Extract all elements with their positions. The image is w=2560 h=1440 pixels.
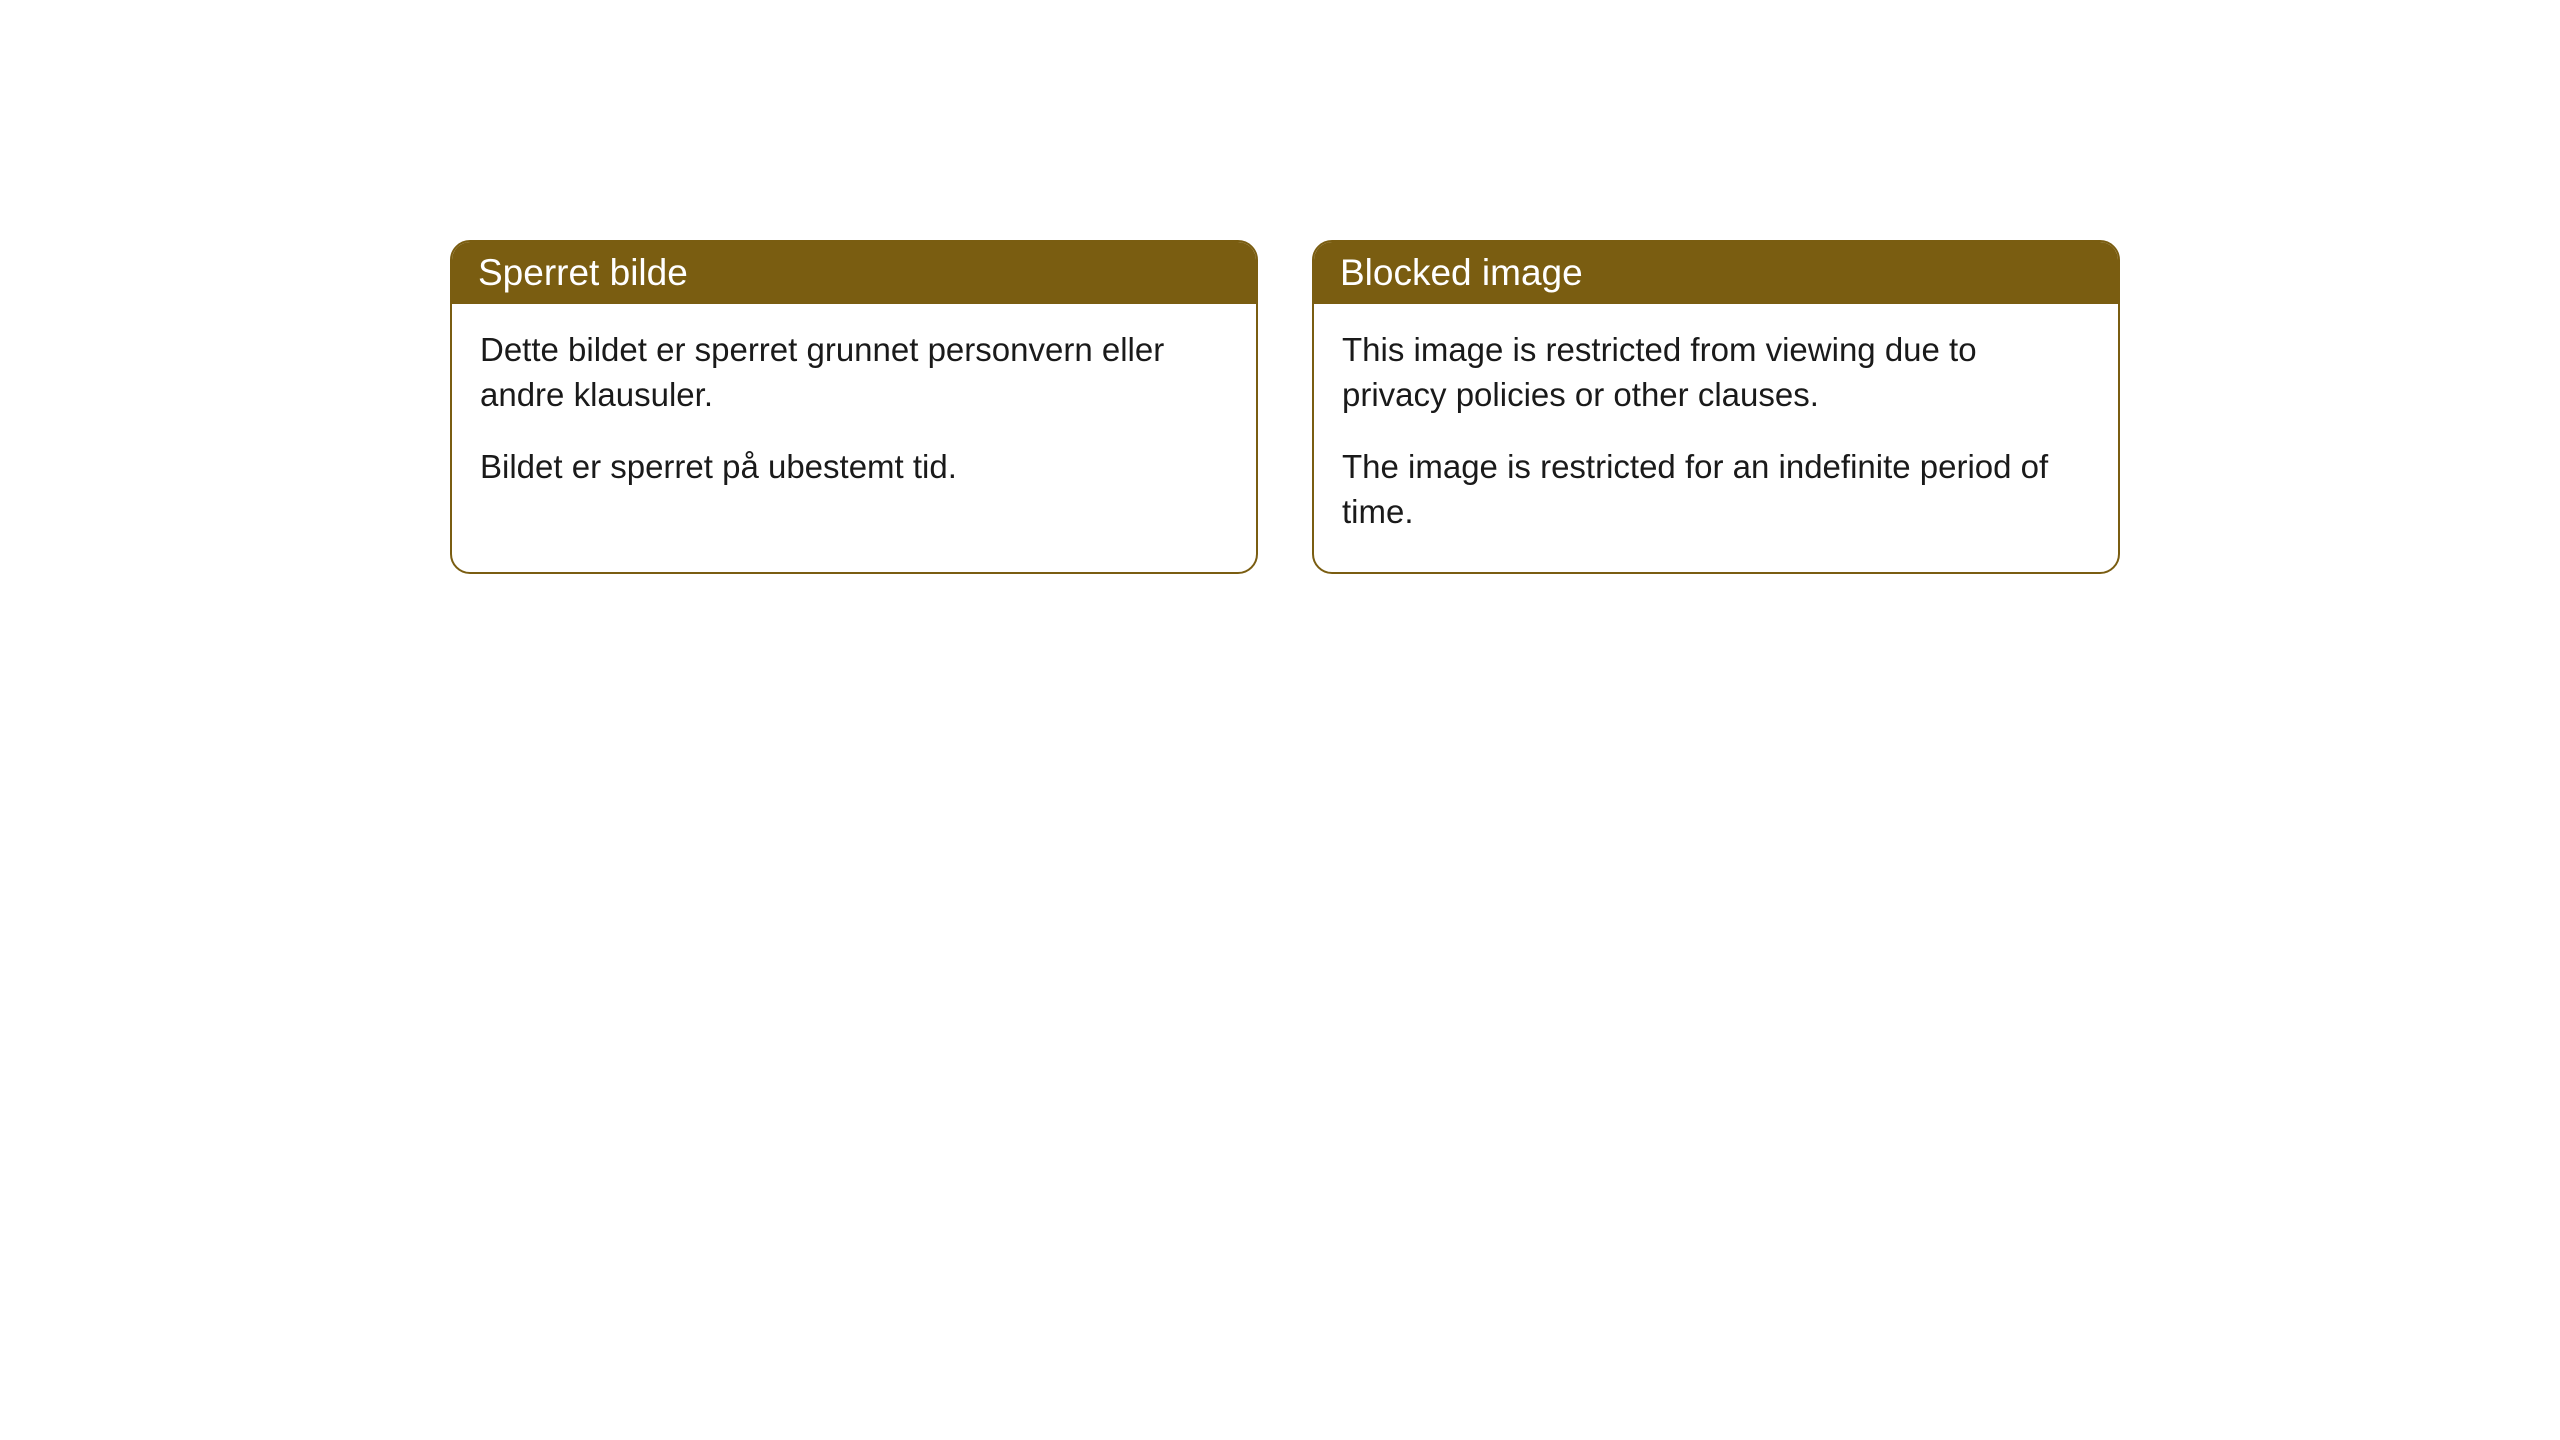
blocked-image-card-english: Blocked image This image is restricted f… <box>1312 240 2120 574</box>
card-text-english-1: This image is restricted from viewing du… <box>1342 328 2090 417</box>
blocked-image-card-norwegian: Sperret bilde Dette bildet er sperret gr… <box>450 240 1258 574</box>
card-text-english-2: The image is restricted for an indefinit… <box>1342 445 2090 534</box>
notice-cards-container: Sperret bilde Dette bildet er sperret gr… <box>450 240 2120 574</box>
card-text-norwegian-2: Bildet er sperret på ubestemt tid. <box>480 445 1228 490</box>
card-body-english: This image is restricted from viewing du… <box>1314 304 2118 572</box>
card-body-norwegian: Dette bildet er sperret grunnet personve… <box>452 304 1256 528</box>
card-header-english: Blocked image <box>1314 242 2118 304</box>
card-header-norwegian: Sperret bilde <box>452 242 1256 304</box>
card-text-norwegian-1: Dette bildet er sperret grunnet personve… <box>480 328 1228 417</box>
